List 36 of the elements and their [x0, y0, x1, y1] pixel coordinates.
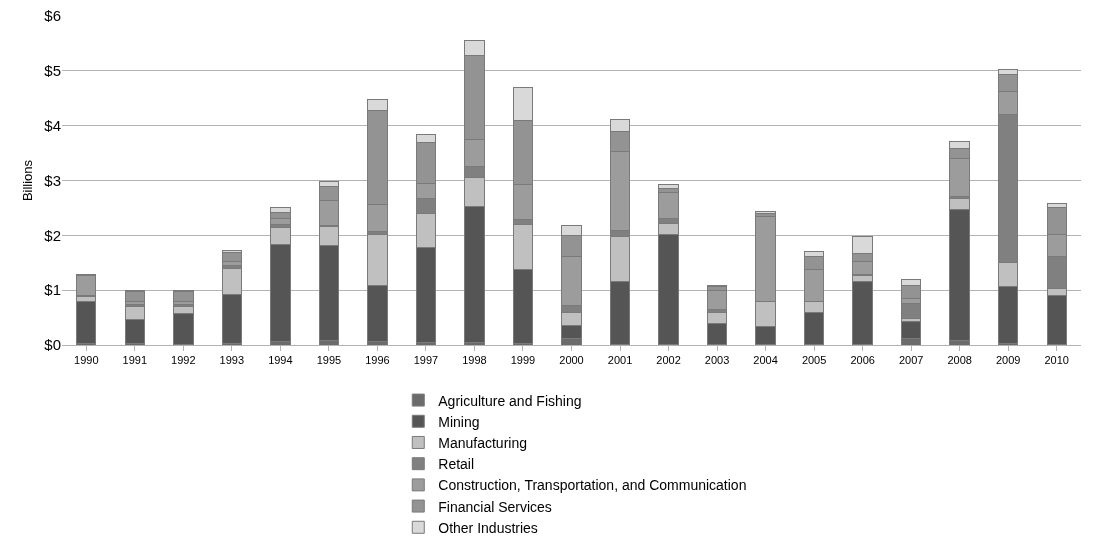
legend-label: Construction, Transportation, and Communication [438, 477, 747, 494]
x-tick-label: 1996 [365, 354, 390, 367]
y-tick-label: $2 [44, 226, 61, 244]
x-tick-label: 2004 [753, 354, 778, 367]
x-tick-label: 1994 [268, 354, 293, 367]
x-tick-label: 1993 [219, 354, 245, 367]
x-tick-label: 2007 [898, 354, 924, 367]
x-tick-label: 1992 [171, 354, 196, 367]
x-tick-label: 2010 [1044, 354, 1069, 367]
x-tick-label: 2003 [704, 354, 730, 367]
x-tick-label: 2008 [947, 354, 972, 367]
legend-label: Agriculture and Fishing [438, 392, 582, 409]
x-tick-label: 1998 [462, 354, 487, 367]
x-tick-label: 2006 [850, 354, 875, 367]
y-tick-label: $3 [44, 171, 61, 189]
x-tick-label: 1997 [413, 354, 439, 367]
y-tick-label: $1 [44, 281, 61, 299]
y-tick-label: $4 [44, 116, 61, 134]
legend-label: Other Industries [438, 519, 538, 536]
legend-label: Manufacturing [438, 434, 527, 451]
x-tick-label: 2001 [607, 354, 633, 367]
legend-label: Mining [438, 413, 480, 430]
legend-label: Retail [438, 456, 475, 473]
y-tick-label: $6 [44, 7, 61, 25]
x-tick-label: 2000 [559, 354, 584, 367]
x-tick-label: 2002 [656, 354, 681, 367]
x-tick-label: 1995 [316, 354, 342, 367]
y-tick-label: $0 [44, 336, 61, 354]
x-tick-label: 1999 [510, 354, 536, 367]
y-axis-title: Billions [20, 159, 36, 202]
x-tick-label: 1990 [74, 354, 99, 367]
y-tick-label: $5 [44, 62, 61, 80]
legend-label: Financial Services [438, 498, 552, 515]
x-tick-label: 1991 [122, 354, 148, 367]
x-tick-label: 2009 [995, 354, 1021, 367]
x-tick-label: 2005 [801, 354, 827, 367]
